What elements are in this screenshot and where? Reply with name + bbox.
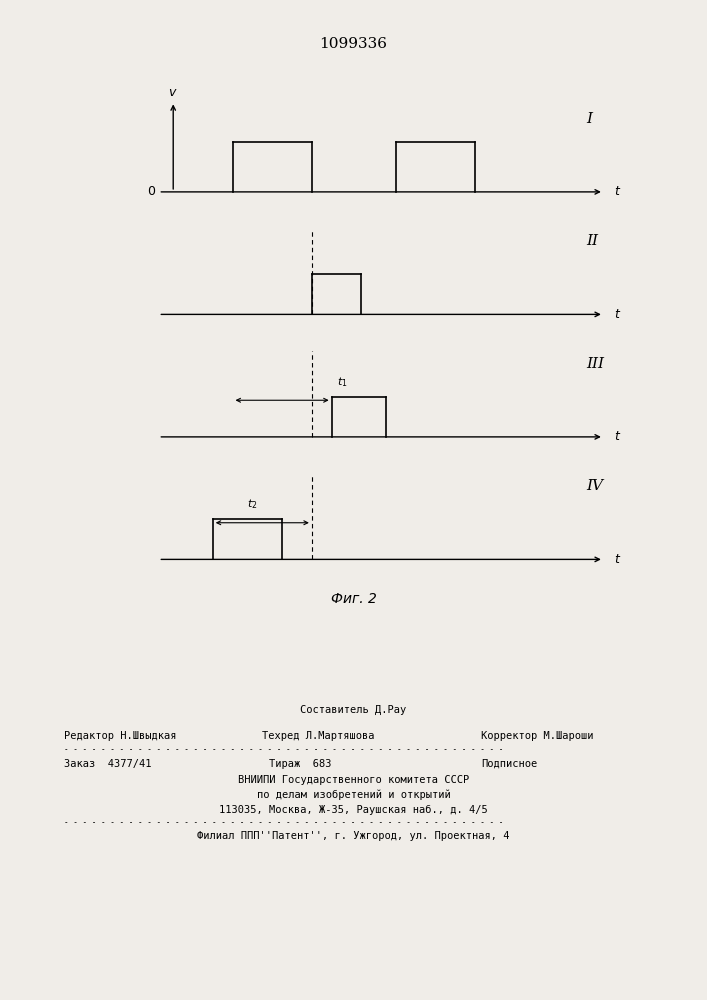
Text: Фиг. 2: Фиг. 2 [331, 592, 376, 606]
Text: Заказ  4377/41: Заказ 4377/41 [64, 759, 151, 769]
Text: ВНИИПИ Государственного комитета СССР: ВНИИПИ Государственного комитета СССР [238, 775, 469, 785]
Text: - - - - - - - - - - - - - - - - - - - - - - - - - - - - - - - - - - - - - - - - : - - - - - - - - - - - - - - - - - - - - … [64, 818, 508, 827]
Text: $t_1$: $t_1$ [337, 375, 347, 389]
Text: Редактор Н.Швыдкая: Редактор Н.Швыдкая [64, 731, 176, 741]
Text: $t$: $t$ [614, 553, 621, 566]
Text: III: III [587, 357, 604, 371]
Text: по делам изобретений и открытий: по делам изобретений и открытий [257, 790, 450, 800]
Text: Корректор М.Шароши: Корректор М.Шароши [481, 731, 593, 741]
Text: I: I [587, 112, 592, 126]
Text: 1099336: 1099336 [320, 37, 387, 51]
Text: Составитель Д.Рау: Составитель Д.Рау [300, 705, 407, 715]
Text: II: II [587, 234, 598, 248]
Text: $t$: $t$ [614, 308, 621, 321]
Text: 113035, Москва, Ж-35, Раушская наб., д. 4/5: 113035, Москва, Ж-35, Раушская наб., д. … [219, 805, 488, 815]
Text: Тираж  683: Тираж 683 [269, 759, 331, 769]
Text: Филиал ППП''Патент'', г. Ужгород, ул. Проектная, 4: Филиал ППП''Патент'', г. Ужгород, ул. Пр… [197, 831, 510, 841]
Text: $v$: $v$ [168, 86, 178, 99]
Text: Техред Л.Мартяшова: Техред Л.Мартяшова [262, 731, 374, 741]
Text: $t_2$: $t_2$ [247, 497, 257, 511]
Text: $t$: $t$ [614, 185, 621, 198]
Text: $0$: $0$ [147, 185, 156, 198]
Text: $t$: $t$ [614, 430, 621, 443]
Text: - - - - - - - - - - - - - - - - - - - - - - - - - - - - - - - - - - - - - - - - : - - - - - - - - - - - - - - - - - - - - … [64, 745, 508, 754]
Text: Подписное: Подписное [481, 759, 537, 769]
Text: IV: IV [587, 479, 604, 493]
